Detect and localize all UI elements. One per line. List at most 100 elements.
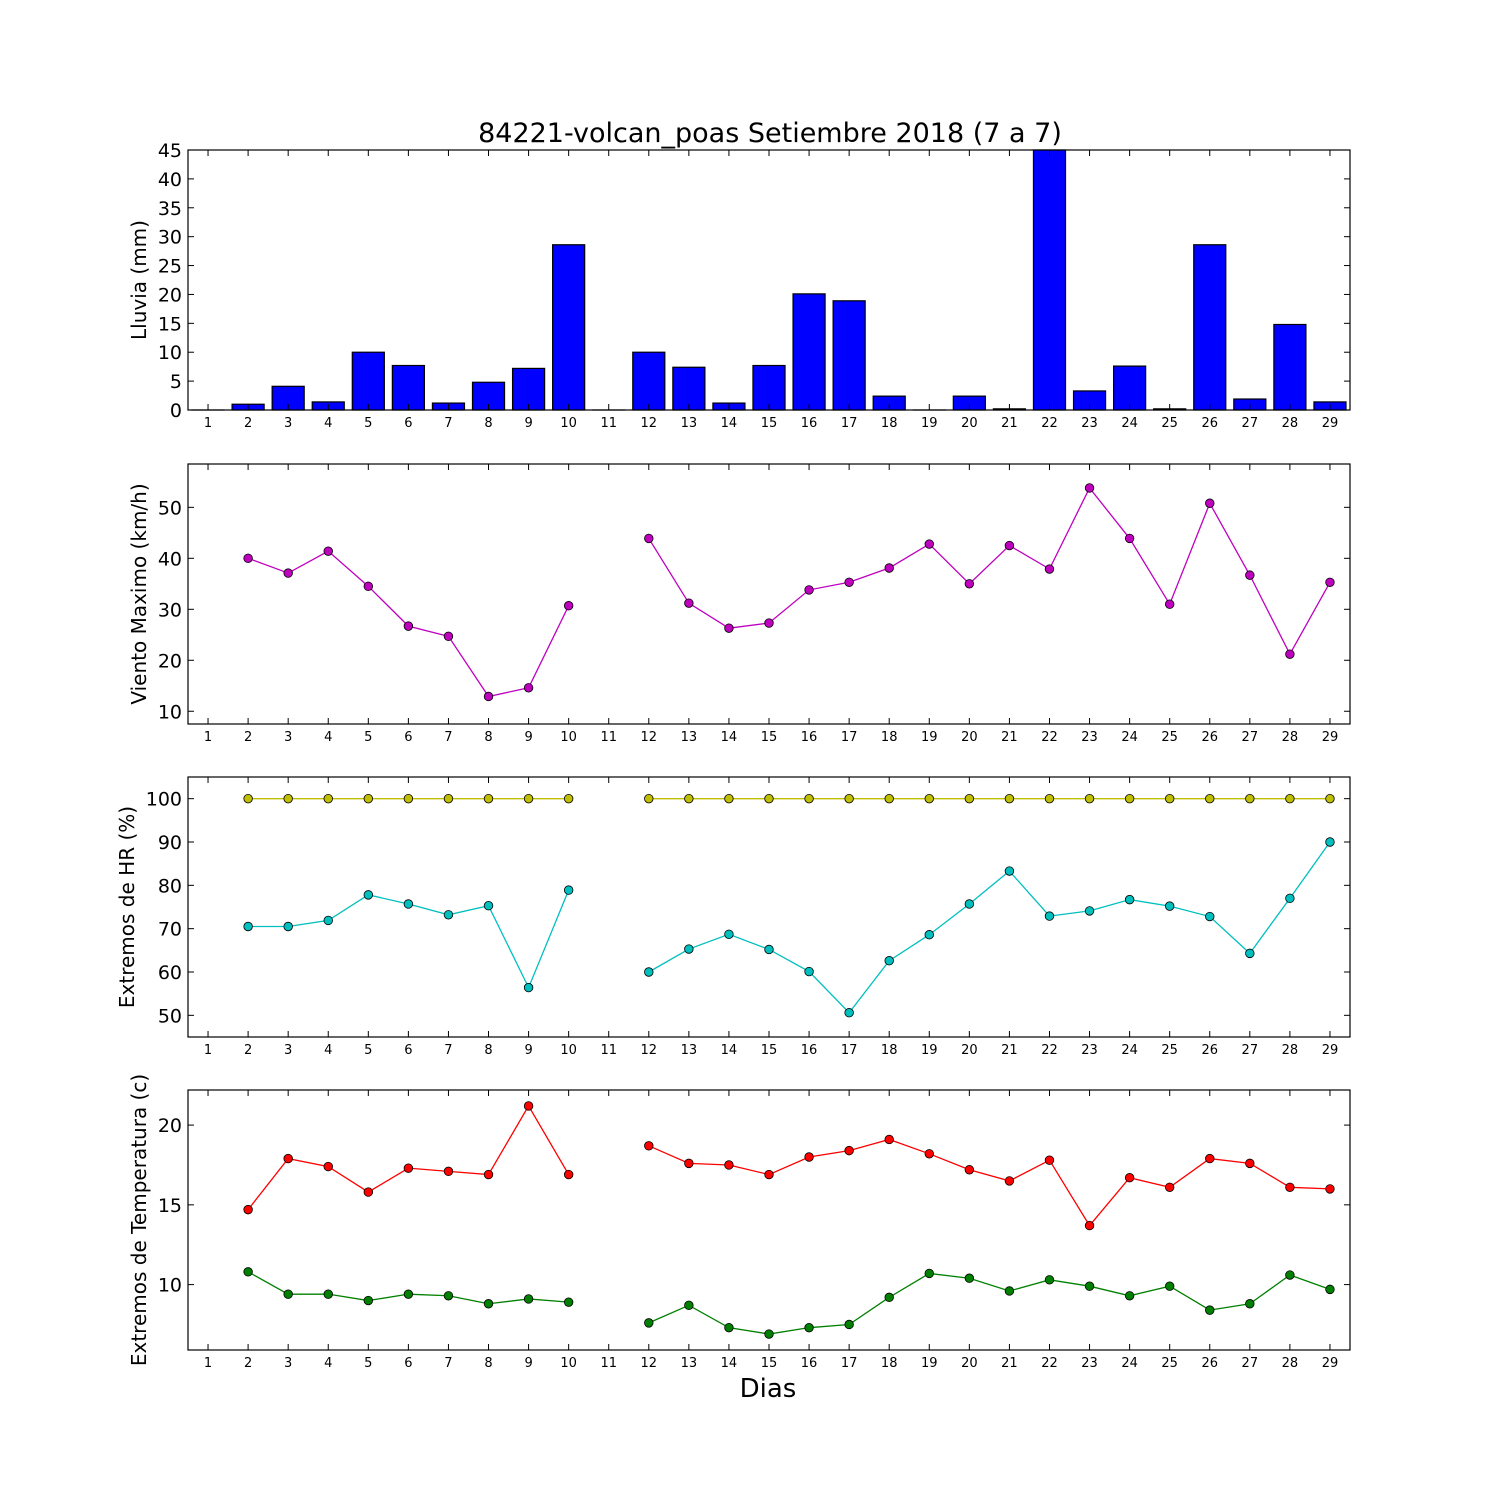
humidity-series-1-point xyxy=(243,793,253,804)
humidity-xtick-label: 14 xyxy=(721,1043,738,1058)
humidity-ytick-label: 70 xyxy=(158,919,182,941)
rain-xtick-label: 22 xyxy=(1041,416,1058,431)
temperature-series-1-point xyxy=(1124,1173,1135,1183)
humidity-series-2-point xyxy=(283,921,293,932)
wind-series-1-point xyxy=(764,618,774,628)
temperature-series-2-point xyxy=(523,1294,534,1304)
rain-xtick-label: 27 xyxy=(1242,416,1259,431)
wind-series-1-point xyxy=(924,539,934,549)
rain-ytick-label: 20 xyxy=(158,284,182,306)
humidity-series-1-point xyxy=(563,793,574,804)
wind-series-1-point xyxy=(403,621,414,631)
wind-series-1-point xyxy=(724,623,734,633)
wind-series-1-point xyxy=(243,553,253,564)
humidity-xtick-label: 4 xyxy=(324,1043,332,1058)
rain-xtick-label: 9 xyxy=(524,416,532,431)
temperature-series-2-line xyxy=(247,1271,569,1305)
wind-xtick-label: 20 xyxy=(961,730,978,745)
temperature-xtick-label: 28 xyxy=(1282,1356,1299,1371)
humidity-series-1-point xyxy=(844,793,854,804)
rain-xtick-label: 12 xyxy=(641,416,658,431)
wind-series-1-point xyxy=(1124,533,1135,544)
temperature-series-2-point xyxy=(924,1268,934,1279)
temperature-series-1-point xyxy=(363,1187,374,1197)
temperature-series-2-point xyxy=(1004,1286,1015,1296)
temperature-series-2-point xyxy=(1285,1270,1295,1280)
humidity-series-1-point xyxy=(884,793,894,804)
humidity-xtick-label: 21 xyxy=(1001,1043,1018,1058)
temperature-series-1-point xyxy=(924,1149,934,1159)
wind-xtick-label: 4 xyxy=(324,730,332,745)
rain-xtick-label: 23 xyxy=(1081,416,1098,431)
humidity-series-2-point xyxy=(1164,901,1175,911)
temperature-series-1-point xyxy=(644,1141,654,1151)
temperature-series-2-line xyxy=(648,1272,1331,1335)
rain-xtick-label: 17 xyxy=(841,416,858,431)
humidity-xtick-label: 6 xyxy=(404,1043,412,1058)
rain-bar xyxy=(552,244,586,411)
humidity-xtick-label: 28 xyxy=(1282,1043,1299,1058)
humidity-series-2-point xyxy=(804,966,814,977)
temperature-series-1-point xyxy=(764,1169,774,1180)
wind-xtick-label: 19 xyxy=(921,730,938,745)
temperature-series-1-point xyxy=(884,1134,894,1145)
temperature-series-2-point xyxy=(884,1292,894,1303)
wind-xtick-label: 8 xyxy=(484,730,492,745)
temperature-series-1-point xyxy=(1044,1155,1055,1165)
temperature-xtick-label: 26 xyxy=(1201,1356,1218,1371)
wind-series-1-point xyxy=(483,691,494,702)
temperature-xtick-label: 2 xyxy=(244,1356,252,1371)
humidity-xtick-label: 25 xyxy=(1161,1043,1178,1058)
humidity-xtick-label: 16 xyxy=(801,1043,818,1058)
rain-ytick-label: 35 xyxy=(158,198,182,220)
temperature-series-1-point xyxy=(443,1166,454,1177)
humidity-series-1-point xyxy=(1044,793,1055,804)
temperature-xtick-label: 15 xyxy=(761,1356,778,1371)
temperature-series-2-point xyxy=(443,1291,454,1301)
temperature-xtick-label: 11 xyxy=(600,1356,617,1371)
humidity-series-2-point xyxy=(443,910,454,920)
temperature-series-2-point xyxy=(363,1295,374,1306)
temperature-series-2-point xyxy=(724,1322,734,1333)
wind-xtick-label: 2 xyxy=(244,730,252,745)
wind-ytick-label: 40 xyxy=(158,548,182,570)
temperature-series-1-point xyxy=(1084,1220,1095,1231)
wind-xtick-label: 11 xyxy=(600,730,617,745)
wind-series-1-point xyxy=(1164,599,1175,609)
temperature-series-2-point xyxy=(684,1300,694,1311)
rain-xtick-label: 3 xyxy=(284,416,292,431)
wind-series-1-point xyxy=(1325,577,1335,587)
temperature-series-2-point xyxy=(283,1289,293,1299)
temperature-series-2-point xyxy=(804,1322,814,1333)
humidity-series-2-point xyxy=(243,921,253,932)
rain-ytick-label: 45 xyxy=(158,140,182,162)
temperature-series-1-point xyxy=(563,1169,574,1180)
humidity-series-2-point xyxy=(684,944,694,954)
humidity-series-1-point xyxy=(1325,793,1335,804)
humidity-series-1-point xyxy=(1205,793,1215,804)
humidity-series-2-point xyxy=(523,982,534,993)
humidity-series-1-point xyxy=(644,793,654,804)
rain-xtick-label: 14 xyxy=(721,416,738,431)
humidity-series-1-point xyxy=(924,793,934,804)
wind-xtick-label: 23 xyxy=(1081,730,1098,745)
rain-ytick-label: 10 xyxy=(158,342,182,364)
temperature-series-1-point xyxy=(1325,1184,1335,1194)
wind-series-1-point xyxy=(684,598,694,608)
wind-series-1-point xyxy=(1084,483,1095,493)
humidity-series-2-point xyxy=(363,890,374,900)
temperature-series-1-point xyxy=(724,1160,734,1170)
humidity-series-2-point xyxy=(884,956,894,966)
rain-xtick-label: 20 xyxy=(961,416,978,431)
humidity-series-1-point xyxy=(363,793,374,804)
temperature-series-2-point xyxy=(1205,1305,1215,1315)
temperature-series-2-point xyxy=(964,1273,975,1283)
temperature-series-1-point xyxy=(1285,1182,1295,1193)
wind-xtick-label: 17 xyxy=(841,730,858,745)
humidity-ytick-label: 50 xyxy=(158,1005,182,1027)
temperature-series-2-point xyxy=(243,1267,253,1277)
wind-series-1-point xyxy=(964,579,975,589)
temperature-series-2-point xyxy=(644,1318,654,1328)
